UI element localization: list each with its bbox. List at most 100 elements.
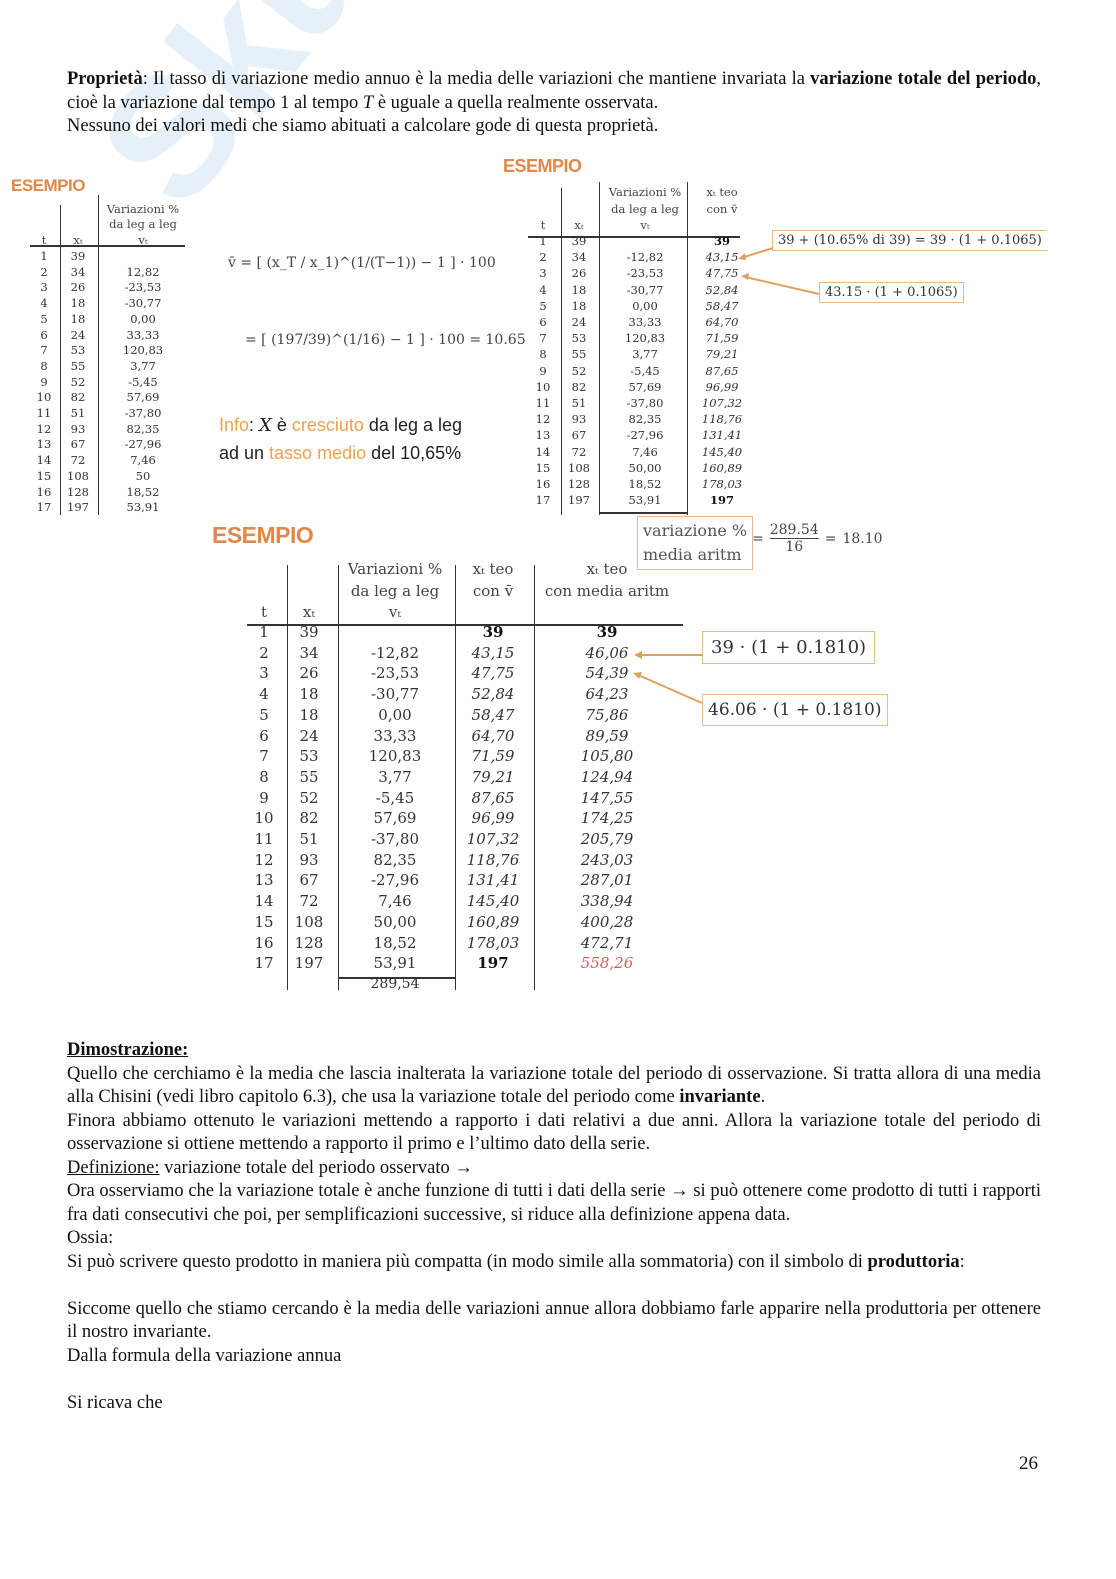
- table-cell: 3,77: [632, 347, 658, 362]
- table-cell: 53,91: [373, 954, 417, 973]
- table-cell: -37,80: [124, 406, 162, 420]
- column-divider: [561, 188, 562, 515]
- table-cell: 64,70: [471, 726, 515, 745]
- table-cell: 197: [709, 493, 735, 508]
- table-cell: 34: [571, 250, 587, 265]
- arrow-1: [740, 247, 774, 259]
- table-cell: 89,59: [585, 726, 629, 745]
- mean-result: 18.10: [842, 530, 883, 547]
- table-cell: 3,77: [130, 358, 156, 373]
- table-cell: 24: [571, 315, 587, 329]
- table-cell: 33,33: [628, 315, 662, 329]
- table-cell: 197: [67, 500, 89, 515]
- text: Ora osserviamo che la variazione totale …: [67, 1181, 1041, 1225]
- table-cell: 400,28: [580, 912, 634, 931]
- table-cell: -23,53: [370, 664, 420, 683]
- proof-heading: Dimostrazione:: [67, 1040, 189, 1060]
- table-cell: 50,00: [373, 912, 417, 931]
- table-cell: 53: [299, 747, 319, 766]
- table-cell: 18: [70, 296, 86, 311]
- table-cell: 57,69: [373, 809, 417, 828]
- table-cell: 5: [539, 298, 547, 313]
- table-cell: -5,45: [375, 788, 415, 807]
- table-cell: 71,59: [705, 331, 739, 346]
- table-cell: 26: [70, 280, 86, 295]
- table-cell: 131,41: [466, 871, 520, 890]
- formula-mean-rate: v̄ = [ (x_T / x_1)^(1/(T−1)) − 1 ] · 100: [228, 255, 496, 271]
- table-cell: -27,96: [370, 871, 420, 890]
- table-cell: 79,21: [705, 347, 739, 362]
- table-cell: 16: [254, 933, 274, 952]
- table-cell: 51: [571, 396, 587, 410]
- equals-sign: =: [824, 530, 837, 547]
- table-cell: 12: [254, 850, 274, 869]
- table-cell: 43,15: [471, 643, 515, 662]
- arrowhead-2: [633, 672, 642, 679]
- table-cell: -30,77: [370, 685, 420, 704]
- text: Dalla formula della variazione annua: [67, 1345, 342, 1366]
- table-cell: 82,35: [373, 850, 417, 869]
- table-cell: 82: [571, 379, 587, 394]
- table-cell: 96,99: [471, 809, 515, 828]
- callout-first-step: 39 + (10.65% di 39) = 39 · (1 + 0.1065): [772, 230, 1047, 251]
- mean-formula: = 289.54 16 = 18.10: [752, 522, 883, 555]
- callout-arith-first-step: 39 · (1 + 0.1810): [702, 631, 876, 664]
- table-cell: 7: [40, 343, 48, 358]
- table-cell: 174,25: [580, 809, 634, 828]
- table-cell: 24: [299, 726, 319, 745]
- table-cell: 18: [571, 282, 587, 297]
- column-divider: [60, 205, 61, 515]
- table-cell: 160,89: [466, 912, 520, 931]
- table-cell: 3: [40, 280, 48, 295]
- table-cell: 558,26: [580, 954, 634, 973]
- table-cell: 14: [36, 453, 52, 468]
- table-cell: 12: [535, 412, 551, 427]
- text: : Il tasso di variazione medio annuo è l…: [142, 69, 811, 89]
- table-cell: 8: [539, 347, 547, 362]
- table-cell: 96,99: [705, 379, 739, 394]
- table-cell: 39: [571, 234, 587, 248]
- table-cell: -12,82: [626, 250, 664, 265]
- table-cell: 197: [294, 954, 324, 973]
- text: :: [959, 1251, 965, 1272]
- table-cell: 53,91: [126, 500, 160, 515]
- table-cell: 15: [36, 468, 52, 483]
- table-cell: 93: [70, 421, 86, 436]
- sum-value: 289,54: [370, 976, 420, 992]
- table-cell: 1: [259, 623, 269, 641]
- table-cell: 58,47: [471, 705, 515, 724]
- table-cell: 8: [40, 358, 48, 373]
- column-header: da leg a leg: [611, 202, 679, 216]
- table-cell: 105,80: [580, 747, 634, 766]
- table-cell: 18: [571, 298, 587, 313]
- arrowhead-1: [634, 651, 642, 659]
- table-cell: 197: [568, 493, 590, 508]
- column-header: xₜ teo: [706, 185, 738, 199]
- text: variazione totale del periodo osservato …: [159, 1157, 473, 1178]
- table-cell: 4: [539, 282, 547, 297]
- denominator: 16: [785, 539, 804, 555]
- table-cell: 17: [535, 493, 551, 508]
- table-cell: 107,32: [466, 830, 520, 848]
- table-cell: 46,06: [585, 643, 629, 662]
- table-cell: 120,83: [122, 343, 164, 358]
- table-cell: 128: [67, 484, 89, 499]
- table-cell: 18,52: [373, 933, 417, 952]
- table-cell: 34: [299, 643, 319, 662]
- table-cell: 72: [571, 444, 587, 459]
- table-cell: 108: [294, 912, 324, 931]
- text: Si ricava che: [67, 1392, 163, 1413]
- table-cell: 72: [70, 453, 86, 468]
- table-cell: 145,40: [701, 444, 743, 459]
- table-cell: 178,03: [701, 477, 743, 491]
- bold-term: invariante: [679, 1087, 761, 1107]
- column-header: con v̄: [706, 202, 738, 216]
- table-cell: 55: [299, 767, 319, 786]
- table-cell: 93: [571, 412, 587, 427]
- table-cell: -30,77: [626, 282, 664, 297]
- table-cell: 67: [299, 871, 319, 890]
- table-cell: 33,33: [126, 327, 160, 342]
- column-header: t: [260, 603, 268, 621]
- table-cell: 50: [135, 468, 151, 483]
